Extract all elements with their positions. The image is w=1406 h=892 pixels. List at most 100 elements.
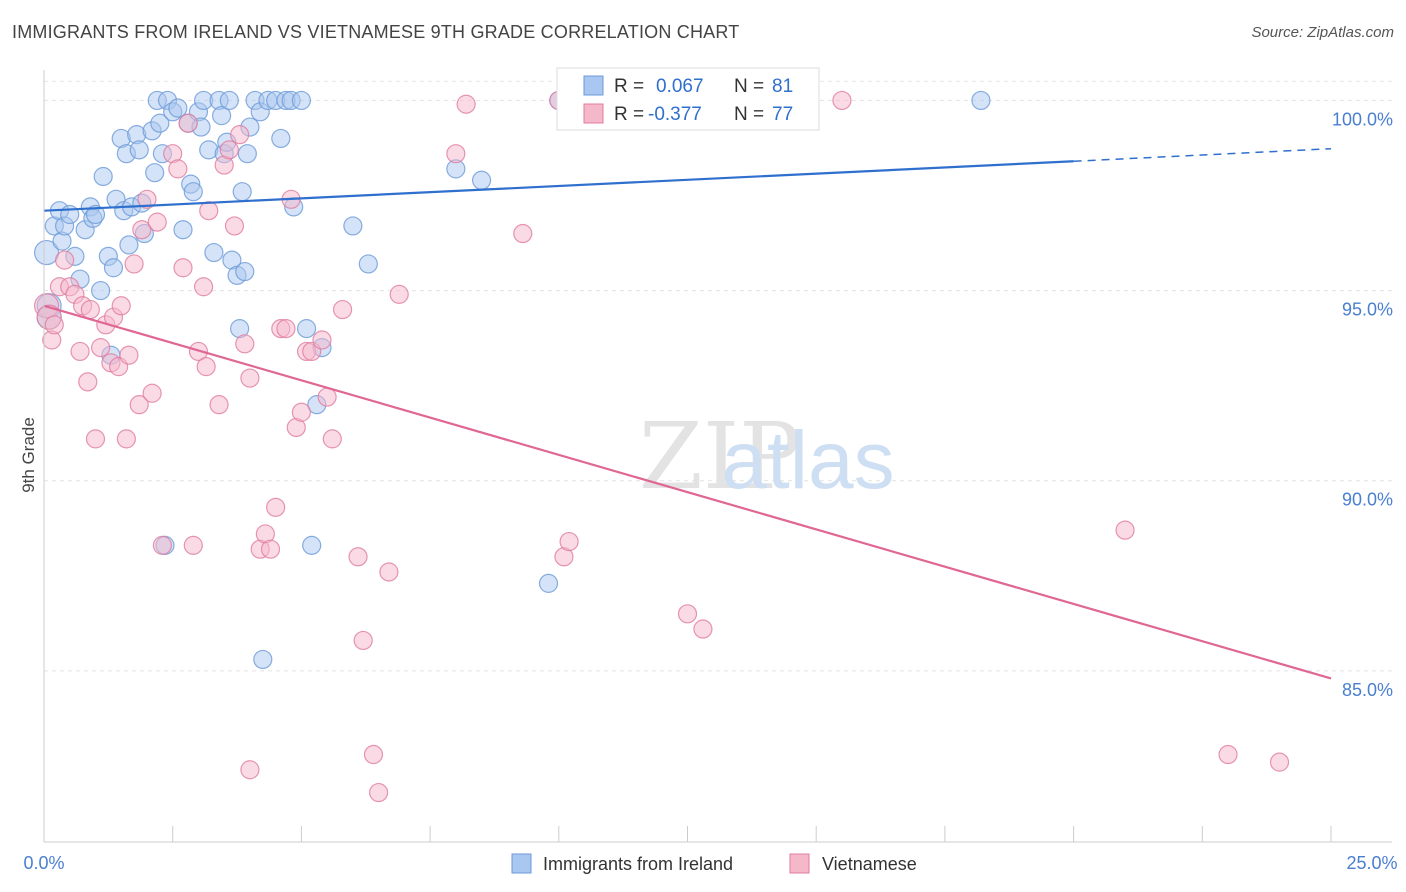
stats-r-label-ireland: R =	[614, 76, 644, 97]
x-tick-label: 25.0%	[1346, 853, 1397, 873]
axis-layer: 85.0% 90.0% 95.0% 100.0% 0.0% 25.0%	[23, 70, 1398, 873]
vietnamese-point	[91, 338, 111, 358]
stats-r-label-vietnamese: R =	[614, 104, 644, 125]
vietnamese-point	[266, 497, 286, 517]
vietnamese-point	[137, 189, 157, 209]
ireland-point	[183, 182, 203, 202]
y-tick-label: 100.0%	[1332, 109, 1393, 129]
y-tick-label: 95.0%	[1342, 300, 1393, 320]
vietnamese-point	[224, 216, 245, 236]
vietnamese-point	[147, 212, 167, 232]
vietnamese-point	[85, 429, 106, 449]
ireland-point	[971, 90, 991, 111]
legend-label-ireland: Immigrants from Ireland	[543, 854, 733, 874]
vietnamese-point	[832, 90, 852, 111]
ireland-point	[129, 140, 149, 160]
vietnamese-point	[129, 395, 149, 415]
ireland-point	[358, 254, 378, 274]
vietnamese-trend-line	[43, 304, 1332, 680]
vietnamese-point	[322, 429, 342, 449]
vietnamese-point	[80, 299, 100, 320]
vietnamese-point	[193, 277, 214, 297]
points-layer	[33, 90, 1290, 803]
chart-source: Source: ZipAtlas.com	[1251, 24, 1394, 41]
ireland-point	[271, 128, 291, 149]
ireland-point	[91, 280, 111, 301]
vietnamese-point	[70, 341, 90, 362]
ireland-point	[145, 163, 165, 183]
y-tick-label: 85.0%	[1342, 680, 1393, 700]
ireland-point	[296, 319, 317, 339]
vietnamese-point	[219, 140, 239, 160]
vietnamese-point	[240, 368, 260, 388]
ireland-point	[253, 649, 273, 670]
vietnamese-point	[353, 630, 373, 651]
vietnamese-point	[456, 94, 476, 114]
y-axis-title: 9th Grade	[19, 417, 38, 493]
vietnamese-point	[332, 299, 353, 320]
vietnamese-point	[183, 535, 203, 555]
stats-r-value-ireland: 0.067	[656, 76, 704, 97]
x-tick-label: 0.0%	[23, 853, 64, 873]
stats-swatch-ireland	[583, 75, 604, 96]
vietnamese-point	[369, 782, 389, 803]
legend-swatch-ireland	[511, 853, 532, 874]
stats-n-label-ireland: N =	[734, 76, 764, 97]
vietnamese-point	[1218, 744, 1238, 765]
ireland-trend-line	[43, 160, 1074, 212]
stats-r-value-vietnamese: -0.377	[648, 104, 702, 125]
stats-legend: R = 0.067 N = 81 R = -0.377 N = 77	[556, 67, 820, 131]
legend-swatch-vietnamese	[789, 853, 810, 874]
stats-n-value-vietnamese: 77	[772, 104, 793, 125]
ireland-point	[204, 242, 224, 263]
vietnamese-point	[44, 315, 64, 335]
vietnamese-point	[235, 334, 255, 354]
vietnamese-point	[379, 562, 399, 582]
ireland-point	[168, 98, 188, 118]
ireland-point	[237, 144, 257, 164]
vietnamese-point	[54, 250, 75, 270]
ireland-trend-extension	[1073, 147, 1332, 163]
ireland-point	[538, 573, 559, 593]
vietnamese-point	[348, 547, 368, 567]
ireland-point	[173, 220, 193, 240]
vietnamese-point	[152, 535, 173, 555]
trend-layer	[43, 147, 1332, 680]
vietnamese-point	[1115, 520, 1135, 540]
vietnamese-point	[230, 125, 250, 145]
ireland-point	[219, 90, 239, 111]
vietnamese-point	[116, 429, 136, 449]
stats-swatch-vietnamese	[583, 103, 604, 124]
ireland-point	[291, 90, 311, 111]
vietnamese-point	[209, 395, 229, 415]
vietnamese-point	[312, 330, 332, 350]
ireland-point	[150, 113, 170, 133]
vietnamese-point	[178, 113, 198, 133]
vietnamese-point	[291, 402, 311, 422]
vietnamese-point	[446, 144, 466, 164]
vietnamese-point	[132, 220, 152, 240]
ireland-point	[93, 166, 113, 187]
ireland-point	[85, 204, 106, 225]
vietnamese-point	[1269, 752, 1290, 772]
vietnamese-point	[276, 319, 296, 339]
vietnamese-point	[363, 744, 384, 765]
watermark-zip: ZIP	[639, 403, 801, 510]
ireland-point	[302, 535, 322, 555]
vietnamese-point	[317, 387, 337, 407]
ireland-point	[103, 258, 124, 278]
vietnamese-point	[559, 531, 579, 552]
legend-label-vietnamese: Vietnamese	[822, 854, 917, 874]
vietnamese-point	[142, 383, 162, 403]
ireland-point	[212, 106, 232, 126]
vietnamese-point	[111, 296, 131, 316]
vietnamese-point	[389, 284, 409, 304]
ireland-point	[343, 216, 363, 236]
watermark-atlas: atlas	[721, 415, 894, 506]
vietnamese-point	[168, 159, 188, 179]
vietnamese-point	[119, 345, 139, 365]
vietnamese-point	[173, 258, 193, 278]
vietnamese-point	[677, 604, 698, 624]
stats-n-value-ireland: 81	[772, 76, 793, 97]
